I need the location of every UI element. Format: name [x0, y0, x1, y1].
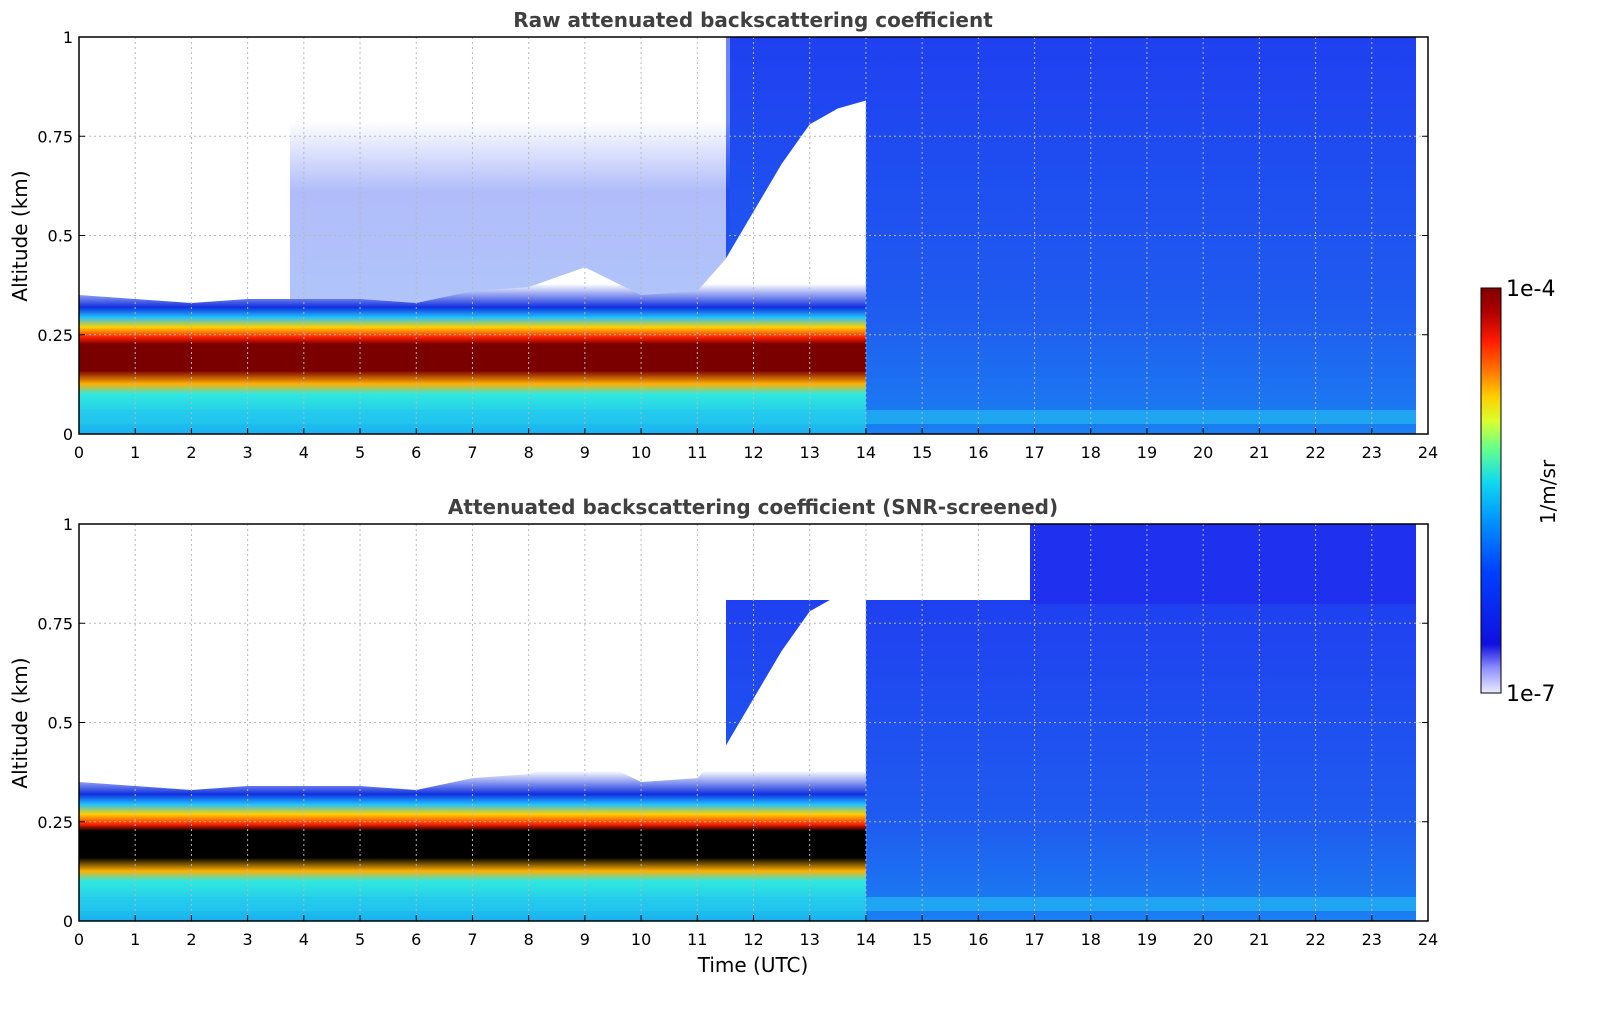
x-tick-label: 1 — [130, 930, 140, 949]
x-tick-label: 16 — [968, 443, 988, 462]
y-tick-label: 0.5 — [48, 714, 73, 733]
plot-title-snr: Attenuated backscattering coefficient (S… — [448, 495, 1058, 519]
gridlines-snr — [79, 524, 1428, 921]
surface-band-snr — [79, 897, 1416, 911]
x-tick-label: 8 — [524, 930, 534, 949]
x-tick-label: 10 — [631, 930, 651, 949]
colorbar-gradient — [1480, 287, 1502, 694]
x-tick-label: 24 — [1418, 443, 1438, 462]
x-tick-label: 6 — [411, 443, 421, 462]
x-tick-label: 3 — [243, 930, 253, 949]
x-tick-label: 5 — [355, 443, 365, 462]
plot-title-raw: Raw attenuated backscattering coefficien… — [513, 8, 993, 32]
x-tick-label: 17 — [1024, 930, 1044, 949]
x-tick-label: 14 — [856, 443, 876, 462]
y-tick-label: 1 — [63, 515, 73, 534]
y-tick-label: 0.25 — [37, 326, 73, 345]
colorbar-unit-label: 1/m/sr — [1536, 459, 1560, 524]
x-tick-label: 13 — [800, 930, 820, 949]
colorbar-min-label: 1e-7 — [1506, 682, 1555, 707]
y-axis-snr: 0 0.25 0.5 0.75 1 — [37, 515, 1428, 931]
x-tick-label: 11 — [687, 443, 707, 462]
y-axis-label-raw: Altitude (km) — [8, 170, 32, 301]
x-tick-label: 18 — [1081, 443, 1101, 462]
y-tick-label: 0.25 — [37, 813, 73, 832]
x-tick-label: 19 — [1137, 930, 1157, 949]
x-tick-label: 13 — [800, 443, 820, 462]
gridlines-raw — [79, 37, 1428, 434]
x-tick-label: 15 — [912, 443, 932, 462]
y-axis-raw: 0 0.25 0.5 0.75 1 — [37, 28, 1428, 444]
y-tick-label: 1 — [63, 28, 73, 47]
x-tick-label: 0 — [74, 930, 84, 949]
x-tick-label: 1 — [130, 443, 140, 462]
x-tick-label: 0 — [74, 443, 84, 462]
x-tick-label: 21 — [1249, 443, 1269, 462]
y-tick-label: 0.75 — [37, 614, 73, 633]
x-tick-label: 23 — [1362, 443, 1382, 462]
panel-snr: 0 1 2 3 4 5 6 7 8 9 10 11 12 13 14 15 16 17 18 19 20 21 22 23 24… — [8, 495, 1438, 977]
x-axis-raw: 0 1 2 3 4 5 6 7 8 9 10 11 12 13 14 15 16 17 18 19 20 21 22 23 24 — [74, 428, 1438, 462]
x-tick-label: 24 — [1418, 930, 1438, 949]
colorbar: 1e-4 1e-7 1/m/sr — [1480, 277, 1560, 707]
x-tick-label: 5 — [355, 930, 365, 949]
x-tick-label: 4 — [299, 930, 309, 949]
x-tick-label: 14 — [856, 930, 876, 949]
x-tick-label: 2 — [186, 930, 196, 949]
x-tick-label: 4 — [299, 443, 309, 462]
surface-band-raw — [79, 410, 1416, 424]
x-tick-label: 20 — [1193, 443, 1213, 462]
x-tick-label: 19 — [1137, 443, 1157, 462]
x-tick-label: 3 — [243, 443, 253, 462]
x-tick-label: 23 — [1362, 930, 1382, 949]
x-tick-label: 12 — [743, 930, 763, 949]
x-tick-label: 8 — [524, 443, 534, 462]
x-tick-label: 15 — [912, 930, 932, 949]
x-tick-label: 9 — [580, 443, 590, 462]
y-tick-label: 0 — [63, 425, 73, 444]
y-axis-label-snr: Altitude (km) — [8, 657, 32, 788]
x-tick-label: 6 — [411, 930, 421, 949]
aerosol-layer-raw — [79, 100, 866, 434]
x-tick-label: 17 — [1024, 443, 1044, 462]
x-tick-label: 22 — [1305, 930, 1325, 949]
x-tick-label: 7 — [467, 930, 477, 949]
heatmap-speckle-raw — [290, 37, 730, 317]
x-tick-label: 11 — [687, 930, 707, 949]
x-tick-label: 2 — [186, 443, 196, 462]
y-tick-label: 0 — [63, 912, 73, 931]
x-tick-label: 20 — [1193, 930, 1213, 949]
panel-raw: 0 1 2 3 4 5 6 7 8 9 10 11 12 13 14 15 16 17 18 19 20 21 22 23 24… — [8, 8, 1438, 462]
x-tick-label: 10 — [631, 443, 651, 462]
x-axis-label: Time (UTC) — [697, 953, 809, 977]
x-tick-label: 9 — [580, 930, 590, 949]
x-tick-label: 22 — [1305, 443, 1325, 462]
y-tick-label: 0.5 — [48, 227, 73, 246]
x-tick-label: 16 — [968, 930, 988, 949]
heatmap-upper-snr — [1030, 524, 1416, 604]
x-tick-label: 21 — [1249, 930, 1269, 949]
x-tick-label: 18 — [1081, 930, 1101, 949]
x-tick-label: 7 — [467, 443, 477, 462]
colorbar-max-label: 1e-4 — [1506, 277, 1555, 302]
y-tick-label: 0.75 — [37, 127, 73, 146]
aerosol-layer-snr — [79, 587, 866, 921]
x-tick-label: 12 — [743, 443, 763, 462]
x-axis-snr: 0 1 2 3 4 5 6 7 8 9 10 11 12 13 14 15 16 17 18 19 20 21 22 23 24 — [74, 915, 1438, 949]
